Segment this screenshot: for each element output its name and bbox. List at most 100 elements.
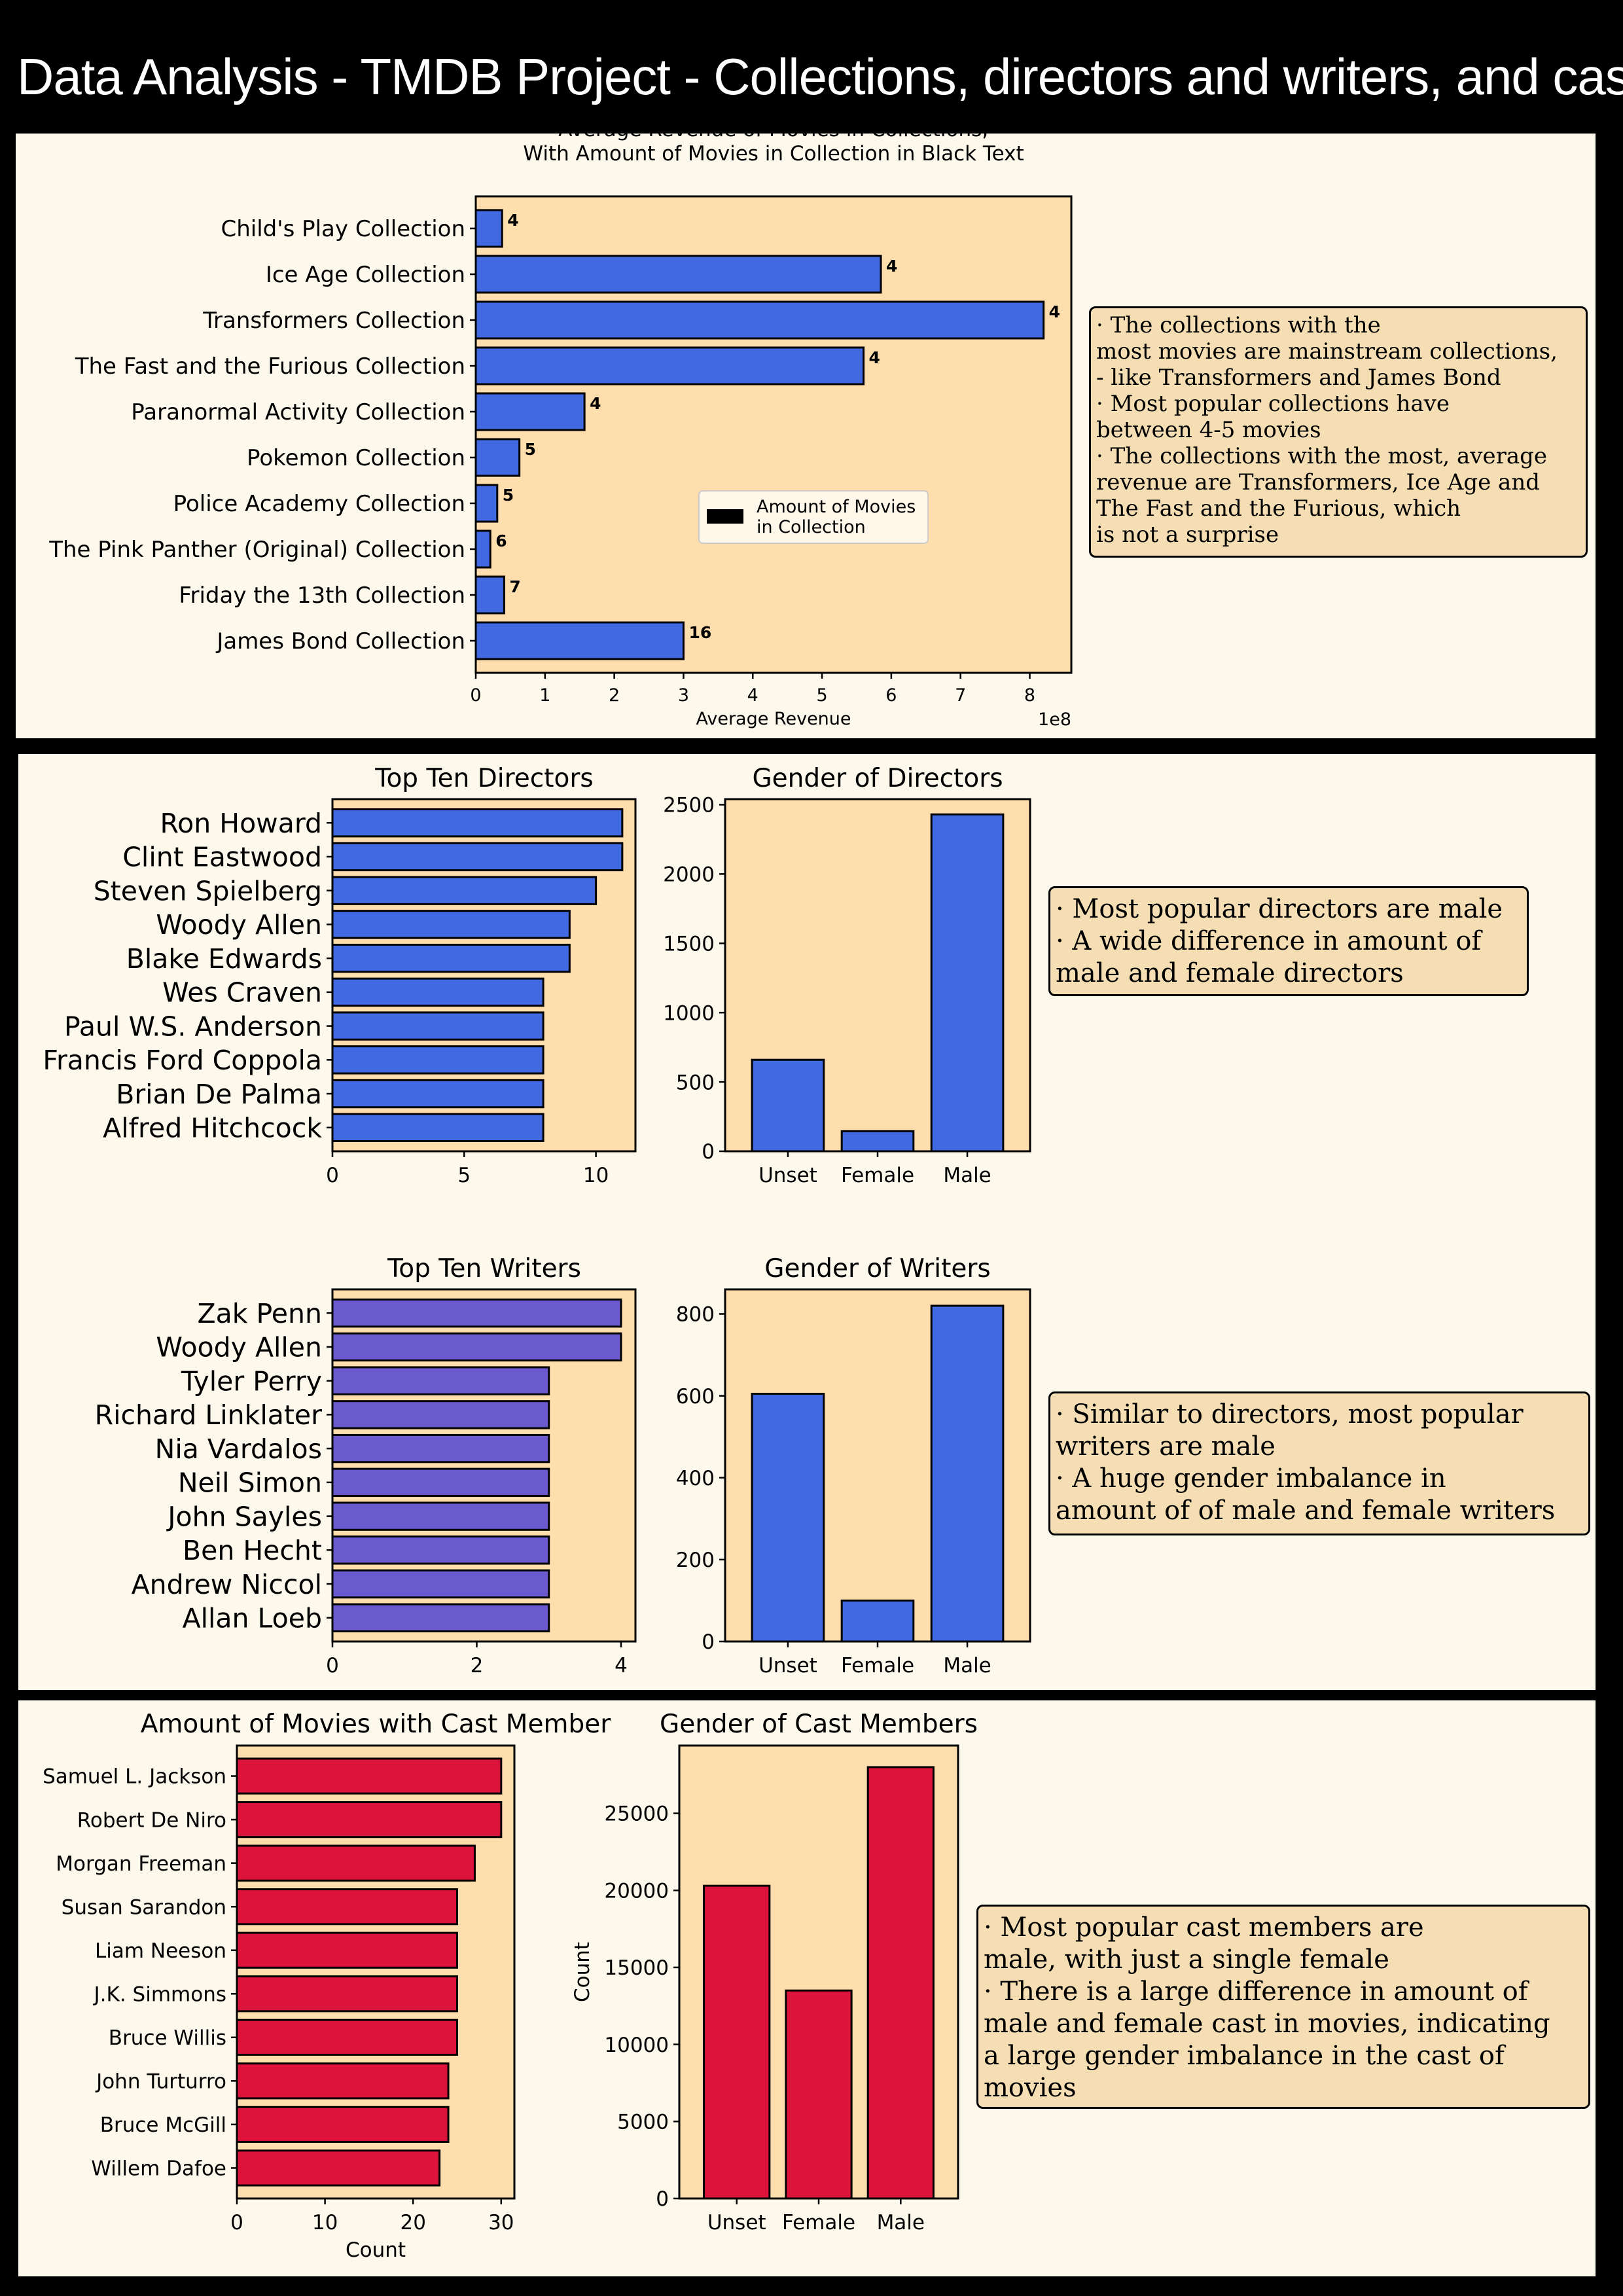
directors_gender-category-label: Male bbox=[943, 1164, 991, 1187]
note-line: · Similar to directors, most popular bbox=[1056, 1399, 1524, 1429]
collections-bar-label: 5 bbox=[525, 440, 536, 459]
note-line: - like Transformers and James Bond bbox=[1096, 365, 1501, 391]
note-line: a large gender imbalance in the cast of bbox=[984, 2041, 1505, 2071]
cast-xtick-label: 30 bbox=[488, 2211, 514, 2234]
writers-plot-frame bbox=[331, 1288, 637, 1643]
writers-category-label: Allan Loeb bbox=[183, 1603, 322, 1634]
collections-category-label: Transformers Collection bbox=[202, 308, 465, 334]
writers-category-label: Nia Vardalos bbox=[155, 1433, 322, 1465]
collections-xtick-label: 4 bbox=[747, 685, 758, 706]
directors-category-label: Francis Ford Coppola bbox=[43, 1045, 322, 1076]
writers-xtick-label: 2 bbox=[471, 1654, 484, 1677]
cast-bar bbox=[236, 1801, 503, 1839]
directors_gender-bar bbox=[751, 1058, 825, 1153]
note-line: writers are male bbox=[1056, 1431, 1275, 1462]
collections-xtick-label: 3 bbox=[678, 685, 689, 706]
collections-bar bbox=[474, 346, 865, 386]
writers-xtick-label: 4 bbox=[615, 1654, 628, 1677]
cast-bar bbox=[236, 1888, 459, 1926]
cast_gender-category-label: Male bbox=[877, 2211, 925, 2234]
collections-legend-label: in Collection bbox=[757, 517, 866, 537]
note-line: · Most popular directors are male bbox=[1056, 894, 1503, 924]
collections-bar bbox=[474, 255, 882, 294]
directors-bar bbox=[331, 1045, 544, 1075]
collections-bar bbox=[474, 484, 499, 523]
writers_gender-ytick-label: 200 bbox=[676, 1549, 715, 1572]
collections-bar bbox=[474, 575, 505, 615]
collections-xtick-label: 8 bbox=[1024, 685, 1035, 706]
collections-xtick-label: 2 bbox=[609, 685, 620, 706]
directors_gender-ytick-label: 0 bbox=[702, 1140, 715, 1164]
collections-category-label: The Pink Panther (Original) Collection bbox=[48, 537, 465, 563]
collections-category-label: Police Academy Collection bbox=[173, 491, 465, 517]
cast_gender-plot-frame bbox=[678, 1744, 959, 2200]
writers_gender-ytick-label: 400 bbox=[676, 1467, 715, 1490]
directors_gender-ytick-label: 1000 bbox=[663, 1001, 715, 1025]
cast_gender-ytick-label: 0 bbox=[656, 2187, 669, 2211]
cast-bar bbox=[236, 1757, 503, 1795]
writers-category-label: Zak Penn bbox=[198, 1298, 322, 1329]
collections-bar-label: 4 bbox=[886, 257, 897, 276]
directors_gender-bar bbox=[840, 1130, 915, 1153]
directors-category-label: Alfred Hitchcock bbox=[103, 1113, 322, 1144]
writers_gender-ytick-label: 800 bbox=[676, 1303, 715, 1327]
writers-bar bbox=[331, 1467, 550, 1498]
cast-category-label: J.K. Simmons bbox=[93, 1982, 226, 2006]
directors_gender-ytick-label: 500 bbox=[676, 1071, 715, 1094]
writers_gender-bar bbox=[930, 1304, 1005, 1643]
note-writers: · Similar to directors, most popular wri… bbox=[1048, 1391, 1590, 1535]
writers-bar bbox=[331, 1603, 550, 1632]
directors_gender-title: Gender of Directors bbox=[752, 764, 1003, 793]
directors-bar bbox=[331, 1011, 544, 1041]
writers-category-label: Andrew Niccol bbox=[132, 1569, 322, 1600]
note-line: male and female cast in movies, indicati… bbox=[984, 2009, 1550, 2039]
collections-xtick-label: 5 bbox=[816, 685, 827, 706]
directors-bar bbox=[331, 876, 597, 905]
directors_gender-ytick-label: 2500 bbox=[663, 794, 715, 817]
writers-category-label: Neil Simon bbox=[178, 1467, 322, 1499]
directors-bar bbox=[331, 910, 571, 939]
cast-bar bbox=[236, 1975, 459, 2013]
directors-xtick-label: 10 bbox=[583, 1164, 609, 1187]
writers-title: Top Ten Writers bbox=[387, 1254, 581, 1283]
writers-bar bbox=[331, 1501, 550, 1531]
cast-xlabel: Count bbox=[346, 2238, 406, 2262]
collections-bar bbox=[474, 209, 503, 248]
writers_gender-plot-frame bbox=[724, 1288, 1031, 1643]
cast-bar bbox=[236, 2018, 459, 2056]
directors_gender-category-label: Female bbox=[841, 1164, 914, 1187]
collections-legend-box bbox=[698, 490, 929, 544]
cast-plot-frame bbox=[236, 1744, 516, 2200]
cast-category-label: Liam Neeson bbox=[95, 1939, 226, 1963]
collections-xlabel: Average Revenue bbox=[696, 709, 851, 729]
page-title: Data Analysis - TMDB Project - Collectio… bbox=[17, 48, 1623, 105]
cast-bar bbox=[236, 2106, 450, 2144]
cast-category-label: John Turturro bbox=[95, 2070, 226, 2094]
directors-bar bbox=[331, 842, 624, 872]
cast-category-label: Willem Dafoe bbox=[91, 2157, 226, 2181]
collections-legend-label: Amount of Movies bbox=[757, 497, 916, 517]
cast-bar bbox=[236, 1931, 459, 1969]
cast-category-label: Bruce Willis bbox=[109, 2026, 226, 2050]
cast_gender-bar bbox=[703, 1884, 771, 2200]
cast-xtick-label: 10 bbox=[312, 2211, 338, 2234]
note-line: · The collections with the most, average bbox=[1096, 443, 1547, 469]
cast_gender-ytick-label: 15000 bbox=[604, 1956, 669, 1980]
note-line: · A huge gender imbalance in bbox=[1056, 1463, 1446, 1494]
writers-bar bbox=[331, 1366, 550, 1395]
collections-xtick-label: 6 bbox=[885, 685, 897, 706]
collections-bar-label: 4 bbox=[869, 348, 880, 367]
collections-category-label: Paranormal Activity Collection bbox=[131, 399, 465, 425]
note-cast: · Most popular cast members are male, wi… bbox=[976, 1905, 1590, 2109]
collections-category-label: Friday the 13th Collection bbox=[179, 583, 465, 609]
collections-xtick-label: 0 bbox=[470, 685, 481, 706]
note-line: · Most popular collections have bbox=[1096, 391, 1450, 417]
cast-bar bbox=[236, 1844, 476, 1882]
note-line: amount of of male and female writers bbox=[1056, 1496, 1556, 1526]
note-line: revenue are Transformers, Ice Age and bbox=[1096, 469, 1540, 495]
cast_gender-category-label: Unset bbox=[707, 2211, 766, 2234]
note-line: most movies are mainstream collections, bbox=[1096, 338, 1558, 365]
writers_gender-ytick-label: 0 bbox=[702, 1630, 715, 1654]
directors_gender-ytick-label: 1500 bbox=[663, 932, 715, 956]
collections-bar bbox=[474, 438, 521, 477]
